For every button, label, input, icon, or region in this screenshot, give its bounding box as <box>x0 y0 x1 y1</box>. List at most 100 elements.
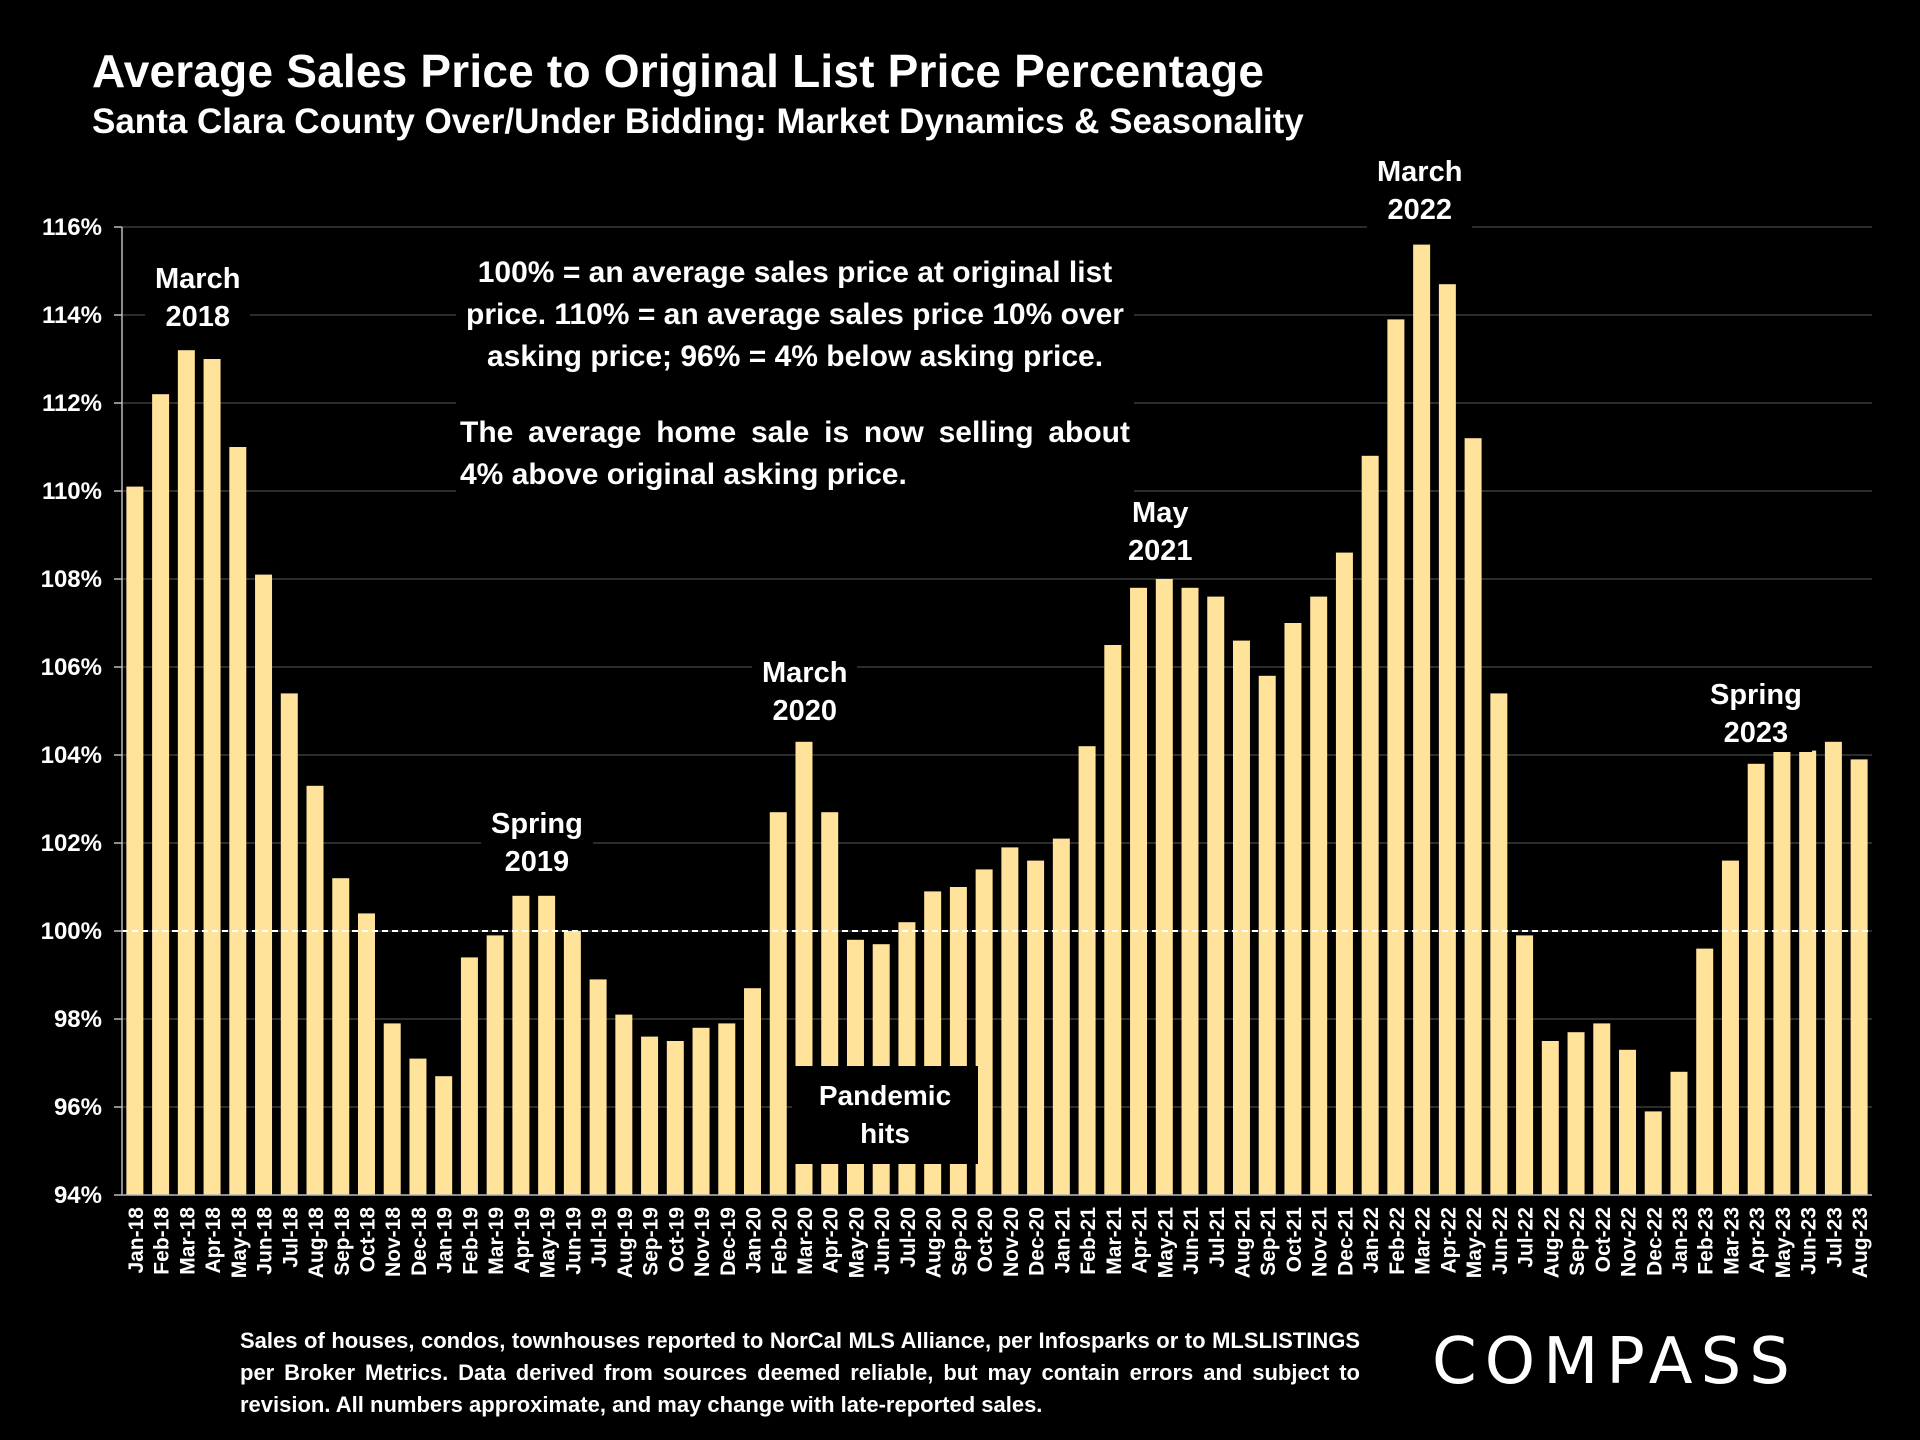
bar-aug-23 <box>1850 759 1868 1195</box>
annotation-label: March <box>155 263 241 295</box>
note-current: The average home sale is now selling abo… <box>460 416 1130 491</box>
y-tick-label: 112% <box>42 390 102 417</box>
x-tick-label: May-23 <box>1772 1207 1795 1278</box>
x-tick-label: Jan-19 <box>434 1207 457 1274</box>
x-tick-label: Sep-19 <box>640 1207 663 1276</box>
x-tick-label: Dec-22 <box>1643 1207 1666 1276</box>
y-tick-label: 106% <box>41 654 102 681</box>
bar-feb-20 <box>769 812 787 1195</box>
bar-may-21 <box>1155 579 1173 1195</box>
y-tick-label: 114% <box>42 302 102 329</box>
x-tick-label: Sep-21 <box>1257 1207 1280 1276</box>
annotation-spring-2023: Spring 2023 <box>1700 676 1812 752</box>
x-tick-label: Aug-19 <box>614 1207 637 1278</box>
x-tick-label: Feb-21 <box>1077 1207 1100 1275</box>
x-tick-label: Feb-19 <box>459 1207 482 1275</box>
x-tick-label: Mar-22 <box>1412 1207 1435 1275</box>
annotation-year: 2018 <box>165 301 230 333</box>
bar-dec-22 <box>1644 1111 1662 1195</box>
x-tick-label: Sep-20 <box>948 1207 971 1276</box>
x-tick-label: Jul-22 <box>1515 1207 1538 1268</box>
annotation-year: 2023 <box>1723 717 1789 749</box>
bar-feb-18 <box>152 394 170 1195</box>
x-tick-label: Aug-20 <box>923 1207 946 1278</box>
x-tick-label: Jan-23 <box>1669 1207 1692 1274</box>
annotation-year: 2020 <box>772 695 837 727</box>
bar-jul-18 <box>280 693 298 1195</box>
bar-nov-21 <box>1310 596 1328 1195</box>
bar-may-19 <box>538 895 556 1195</box>
x-axis-ticks: Jan-18 Feb-18 Mar-18 Apr-18 May-18 Jun-18 Jul-… <box>125 1207 1872 1279</box>
annotation-may-2021: May 2021 <box>1118 494 1203 570</box>
bar-mar-21 <box>1104 645 1122 1195</box>
explanation-note: 100% = an average sales price at origina… <box>456 250 1134 498</box>
y-tick-label: 116% <box>42 214 102 241</box>
y-tick-label: 110% <box>42 478 102 505</box>
x-tick-label: Aug-22 <box>1540 1207 1563 1278</box>
x-tick-label: May-19 <box>537 1207 560 1278</box>
x-tick-label: Feb-22 <box>1386 1207 1409 1275</box>
x-tick-label: Oct-19 <box>665 1207 688 1272</box>
annotation-label: Spring <box>491 808 583 840</box>
annotation-label: March <box>1377 156 1463 188</box>
x-tick-label: Nov-21 <box>1309 1207 1332 1277</box>
bar-mar-22 <box>1413 244 1431 1196</box>
x-tick-label: Nov-22 <box>1618 1207 1641 1277</box>
x-tick-label: Jul-21 <box>1206 1207 1229 1268</box>
annotation-year: 2022 <box>1387 194 1452 226</box>
x-tick-label: Jan-20 <box>743 1207 766 1274</box>
y-axis-ticks: 94% 96% 98% 100% 102% 104% 106% 108% 110% 112% 114… <box>41 214 122 1209</box>
chart-subtitle: Santa Clara County Over/Under Bidding: M… <box>92 102 1304 141</box>
bar-oct-22 <box>1593 1023 1611 1195</box>
bar-apr-18 <box>203 359 221 1195</box>
bar-feb-23 <box>1696 948 1714 1195</box>
annotation-march-2022: March 2022 <box>1367 153 1473 229</box>
bar-sep-21 <box>1258 675 1276 1195</box>
x-tick-label: Jul-18 <box>279 1207 302 1268</box>
x-tick-label: Aug-18 <box>305 1207 328 1278</box>
bar-jan-23 <box>1670 1071 1688 1195</box>
bar-mar-19 <box>486 935 504 1195</box>
y-tick-label: 108% <box>41 566 102 593</box>
x-tick-label: Apr-21 <box>1129 1207 1152 1274</box>
x-tick-label: Feb-20 <box>768 1207 791 1275</box>
bar-dec-21 <box>1335 552 1353 1195</box>
y-tick-label: 100% <box>41 918 102 945</box>
bar-aug-22 <box>1541 1041 1559 1195</box>
x-tick-label: May-21 <box>1154 1207 1177 1279</box>
y-tick-label: 102% <box>41 830 102 857</box>
annotation-label: May <box>1132 497 1189 529</box>
bar-apr-22 <box>1438 284 1456 1195</box>
x-tick-label: Apr-20 <box>820 1207 843 1274</box>
x-tick-label: Jun-19 <box>562 1207 585 1275</box>
bar-mar-23 <box>1721 860 1739 1195</box>
x-tick-label: Jun-23 <box>1798 1207 1821 1275</box>
x-tick-label: May-20 <box>845 1207 868 1278</box>
x-tick-label: Apr-18 <box>202 1207 225 1274</box>
bar-nov-20 <box>1001 847 1019 1195</box>
bar-apr-19 <box>512 895 530 1195</box>
bar-feb-22 <box>1387 319 1405 1195</box>
y-tick-label: 98% <box>54 1006 102 1033</box>
bar-sep-19 <box>641 1036 659 1195</box>
annotation-label: March <box>762 657 848 689</box>
annotation-march-2020: March 2020 <box>752 654 858 730</box>
bar-sep-22 <box>1567 1032 1585 1195</box>
bar-oct-21 <box>1284 623 1302 1195</box>
x-tick-label: Dec-20 <box>1026 1207 1049 1276</box>
x-tick-label: Apr-23 <box>1746 1207 1769 1274</box>
bar-feb-19 <box>460 957 478 1195</box>
bar-jun-18 <box>255 574 273 1195</box>
chart-title: Average Sales Price to Original List Pri… <box>92 45 1265 97</box>
x-tick-label: Jun-18 <box>254 1207 277 1275</box>
bar-oct-20 <box>975 869 993 1195</box>
x-tick-label: Nov-19 <box>691 1207 714 1277</box>
bar-oct-18 <box>357 913 375 1195</box>
annotation-spring-2019: Spring 2019 <box>481 805 593 881</box>
bar-may-22 <box>1464 438 1482 1195</box>
annotation-march-2018: March 2018 <box>145 260 251 336</box>
x-tick-label: Aug-21 <box>1231 1207 1254 1278</box>
x-tick-label: Oct-18 <box>356 1207 379 1273</box>
bar-nov-18 <box>383 1023 401 1195</box>
